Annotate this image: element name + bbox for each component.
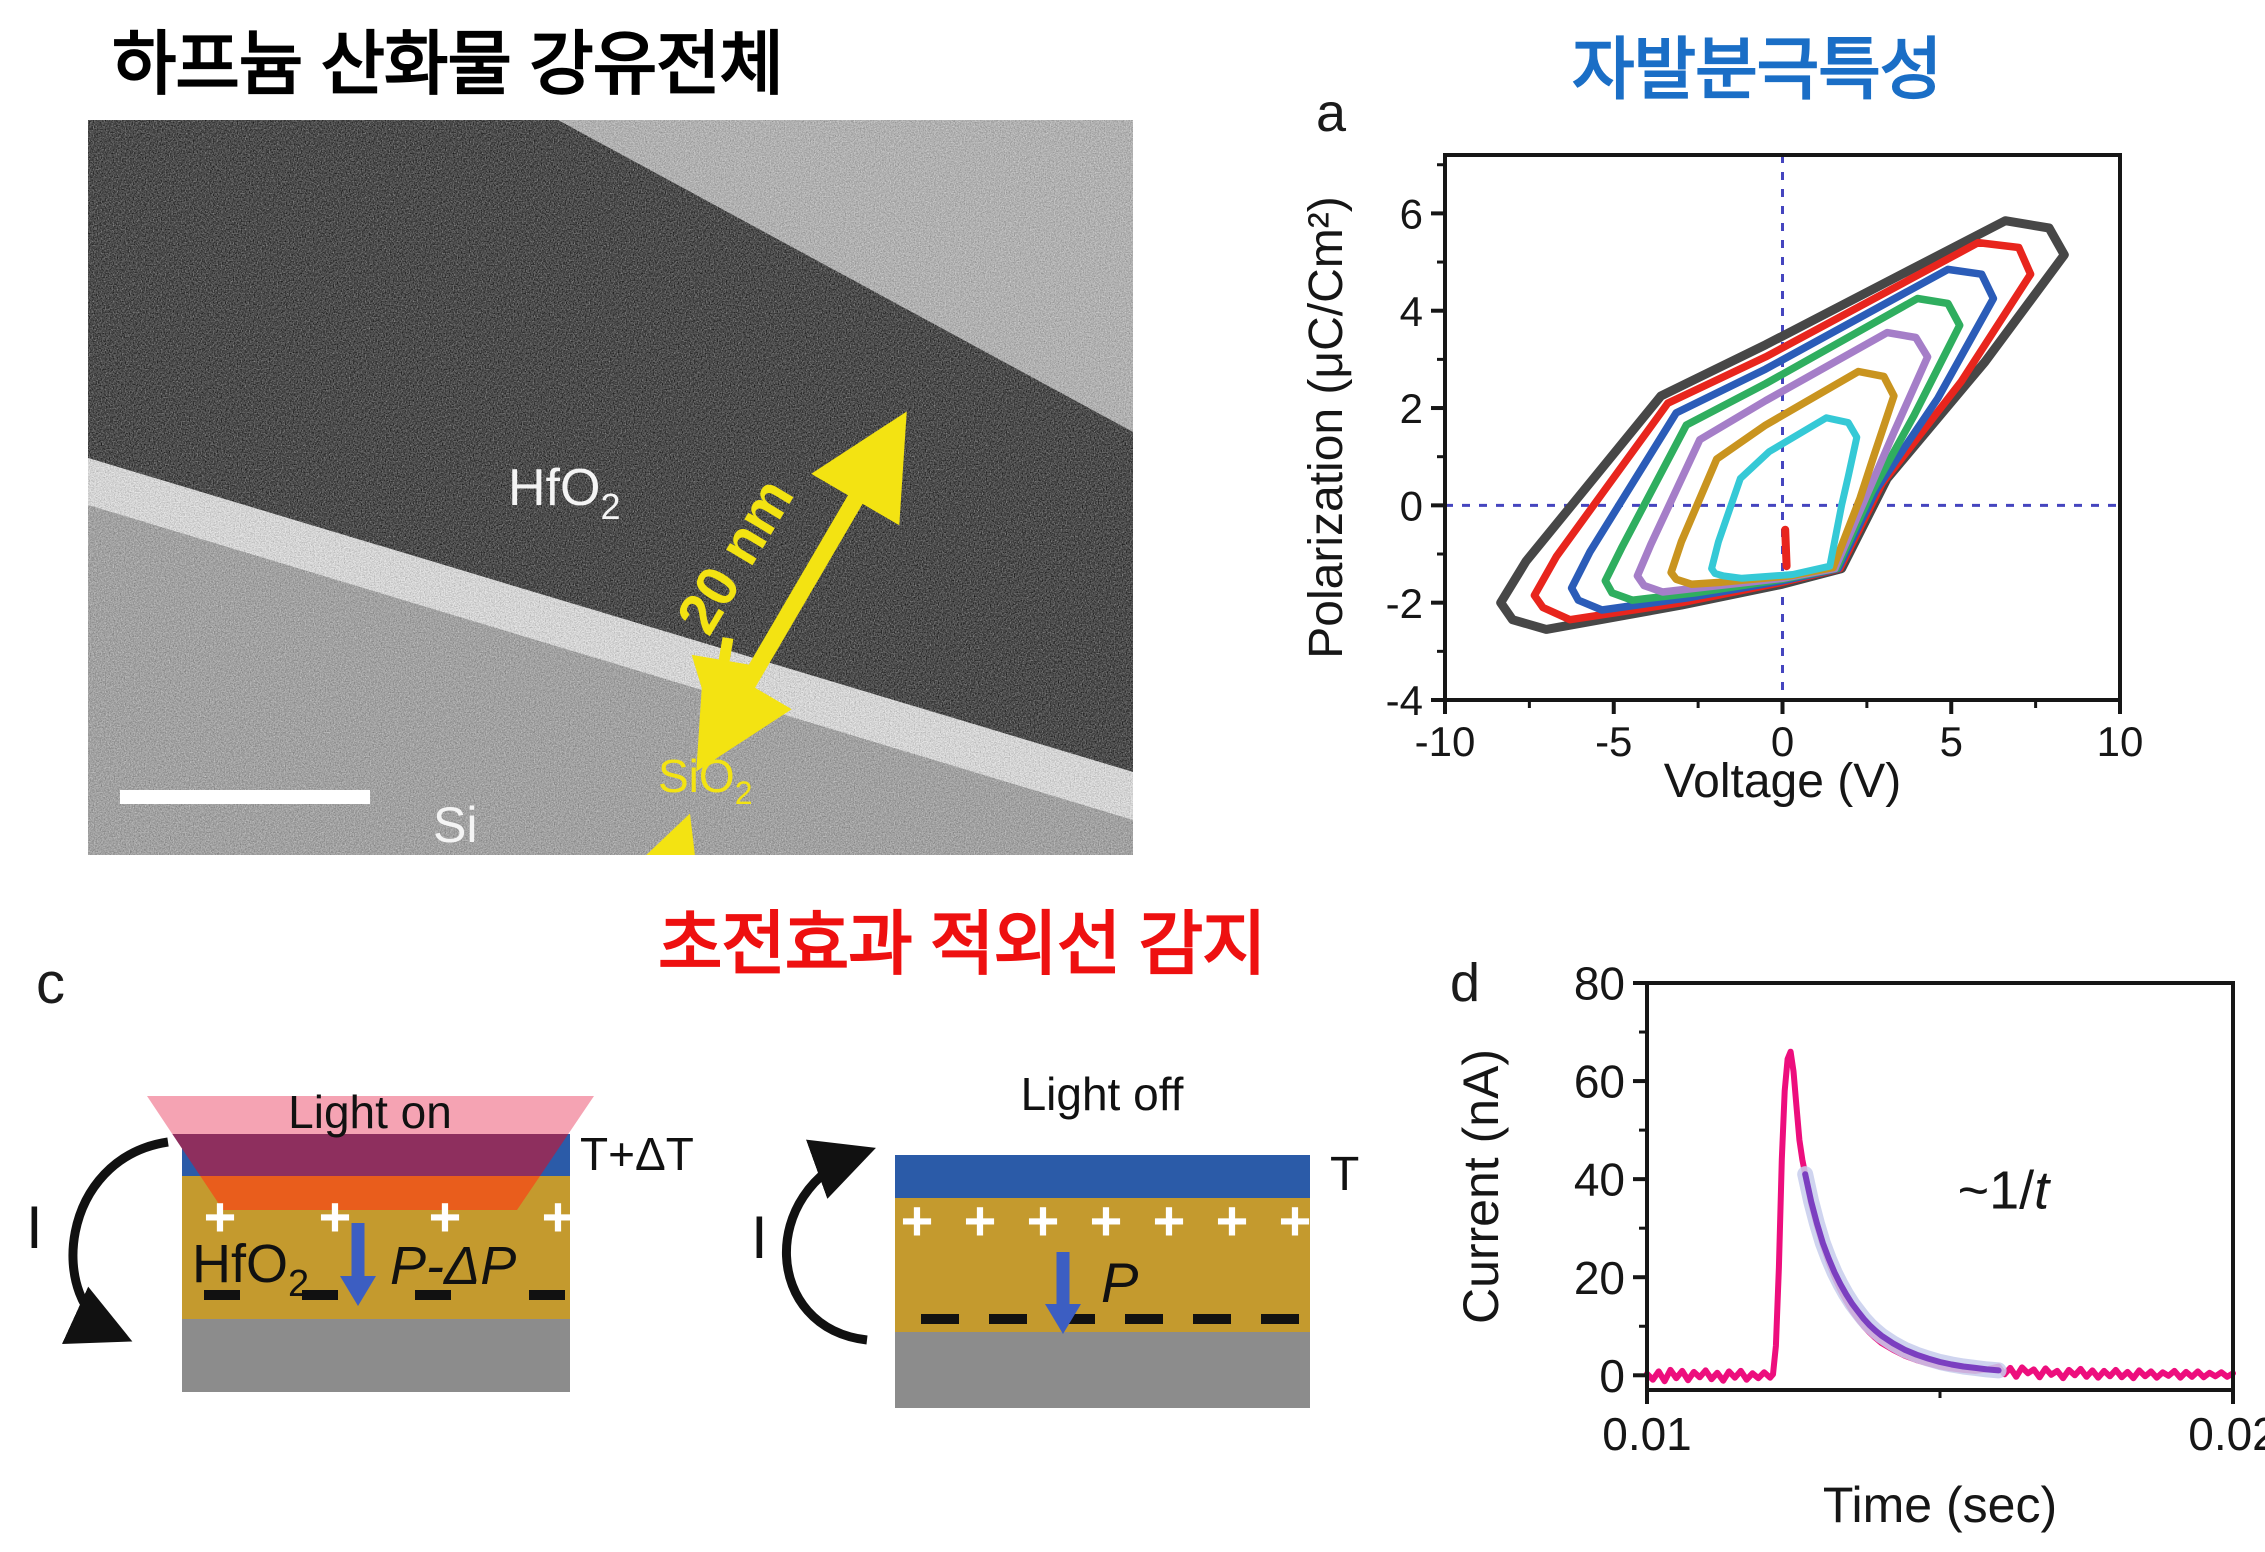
- tem-label-hfo2: HfO2: [508, 459, 620, 527]
- tem-scale-bar: [120, 790, 370, 804]
- charge-plus: +: [319, 1185, 352, 1248]
- title-pyroelectric-ir-sensing: 초전효과 적외선 감지: [658, 905, 1266, 983]
- title-hafnium-oxide-ferroelectric: 하프늄 산화물 강유전체: [112, 25, 784, 103]
- series-start-trace-red: [1781, 525, 1791, 571]
- light-beam: [147, 1096, 594, 1134]
- charge-minus-icon: [1125, 1314, 1163, 1324]
- top-electrode: [895, 1155, 1310, 1198]
- light-off-label: Light off: [1021, 1068, 1184, 1120]
- fit-annotation: ~1/t: [1958, 1161, 2052, 1221]
- x-tick-label: -10: [1415, 718, 1476, 765]
- series-loop-8V-gray: [1496, 216, 2069, 634]
- y-tick-label: 2: [1400, 385, 1423, 432]
- tem-micrograph: HfO2 Si 20 nm SiO2: [88, 120, 1133, 855]
- charge-minus-icon: [921, 1314, 959, 1324]
- y-tick-label: -2: [1386, 580, 1423, 627]
- panel-a-label: a: [1316, 83, 1347, 143]
- x-tick-label: 0.02: [2188, 1408, 2265, 1460]
- charge-plus: +: [1153, 1189, 1186, 1252]
- y-axis-label: Polarization (μC/Cm²): [1300, 196, 1353, 658]
- hfo2-film: [895, 1198, 1310, 1332]
- light-beam-on-electrode: [172, 1134, 569, 1176]
- polarization-value-label: P: [1101, 1251, 1138, 1314]
- y-tick-label: -4: [1386, 677, 1423, 724]
- charge-plus: +: [204, 1185, 237, 1248]
- polarization-voltage-chart: -10 -5 0 5 10 -4 -2 0 2 4 6 Voltage (V) Polarization…: [1300, 153, 2144, 808]
- charge-plus: +: [542, 1185, 575, 1248]
- electrode-temperature-label: T+ΔT: [580, 1128, 694, 1180]
- current-label: I: [751, 1204, 768, 1271]
- x-tick-label: 5: [1940, 718, 1963, 765]
- charge-minus-icon: [1193, 1314, 1231, 1324]
- light-beam-heated-zone: [200, 1176, 541, 1210]
- y-tick-label: 20: [1574, 1252, 1625, 1304]
- charge-minus-icon: [529, 1290, 565, 1300]
- current-label: I: [26, 1194, 43, 1261]
- light-on-label: Light on: [288, 1086, 452, 1138]
- x-tick-label: 0.01: [1602, 1408, 1692, 1460]
- polarization-value-label: P-ΔP: [390, 1236, 516, 1296]
- charge-minus-icon: [1261, 1314, 1299, 1324]
- y-tick-label: 6: [1400, 191, 1423, 238]
- panel-c-label: c: [36, 951, 65, 1016]
- x-tick-label: 10: [2097, 718, 2144, 765]
- charge-plus: +: [1279, 1189, 1312, 1252]
- polarization-arrowhead-icon: [340, 1276, 376, 1306]
- charge-minus-icon: [302, 1290, 338, 1300]
- sio2-pointer-arrow-top-icon: [691, 637, 757, 726]
- series-inverse-t-fit: [1802, 1171, 2002, 1374]
- y-tick-label: 80: [1574, 958, 1625, 1010]
- series-loop-2V-cyan: [1708, 414, 1861, 582]
- series-pyro-current-measured: [1644, 1048, 2236, 1385]
- polarization-arrowhead-icon: [1045, 1304, 1081, 1334]
- y-tick-label: 0: [1599, 1350, 1625, 1402]
- electrode-temperature-label: T: [1330, 1148, 1359, 1201]
- x-tick-label: -5: [1595, 718, 1632, 765]
- current-flow-arrow-down-icon: [61, 1137, 169, 1344]
- y-tick-label: 40: [1574, 1154, 1625, 1206]
- charge-minus-icon: [1057, 1314, 1095, 1324]
- y-axis-label: Current (nA): [1453, 1049, 1509, 1324]
- charge-plus: +: [1090, 1189, 1123, 1252]
- charge-plus: +: [1027, 1189, 1060, 1252]
- tem-label-si: Si: [433, 797, 477, 853]
- y-tick-label: 60: [1574, 1056, 1625, 1108]
- panel-d-label: d: [1450, 953, 1481, 1013]
- schematic-light-off: Light off T + + + + + + + P I: [751, 1068, 1359, 1408]
- tem-label-sio2: SiO2: [658, 750, 752, 811]
- series-loop-6V-blue: [1567, 265, 1998, 614]
- tem-grain-dark: [88, 120, 1133, 855]
- series-loop-4V-purple: [1633, 328, 1932, 596]
- current-flow-arrow-up-icon: [781, 1139, 876, 1345]
- series-loop-3V-gold: [1667, 367, 1898, 588]
- charge-plus: +: [1216, 1189, 1249, 1252]
- charge-plus: +: [429, 1185, 462, 1248]
- y-tick-label: 4: [1400, 288, 1423, 335]
- charge-minus-icon: [989, 1314, 1027, 1324]
- charge-minus-icon: [415, 1290, 451, 1300]
- series-loop-7V-red: [1530, 238, 2035, 624]
- x-axis-label: Time (sec): [1823, 1477, 2057, 1533]
- series-loop-5V-green: [1601, 294, 1964, 604]
- current-time-chart: 0.01 0.02 0 20 40 60 80 Time (sec) Current (nA) ~…: [1453, 958, 2265, 1533]
- bottom-substrate: [895, 1332, 1310, 1408]
- plot-frame: [1645, 981, 2235, 1392]
- charge-minus-icon: [204, 1290, 240, 1300]
- schematic-light-on: Light on T+ΔT + + + + HfO2 P-ΔP I: [26, 1086, 694, 1392]
- charge-plus: +: [901, 1189, 934, 1252]
- title-spontaneous-polarization: 자발분극특성: [1572, 32, 1942, 108]
- bottom-substrate: [182, 1319, 570, 1392]
- y-tick-label: 0: [1400, 482, 1423, 529]
- sio2-pointer-arrow-bottom-icon: [636, 813, 699, 855]
- x-tick-label: 0: [1771, 718, 1794, 765]
- x-axis-label: Voltage (V): [1664, 755, 1901, 808]
- film-material-label: HfO2: [192, 1234, 309, 1305]
- charge-plus: +: [964, 1189, 997, 1252]
